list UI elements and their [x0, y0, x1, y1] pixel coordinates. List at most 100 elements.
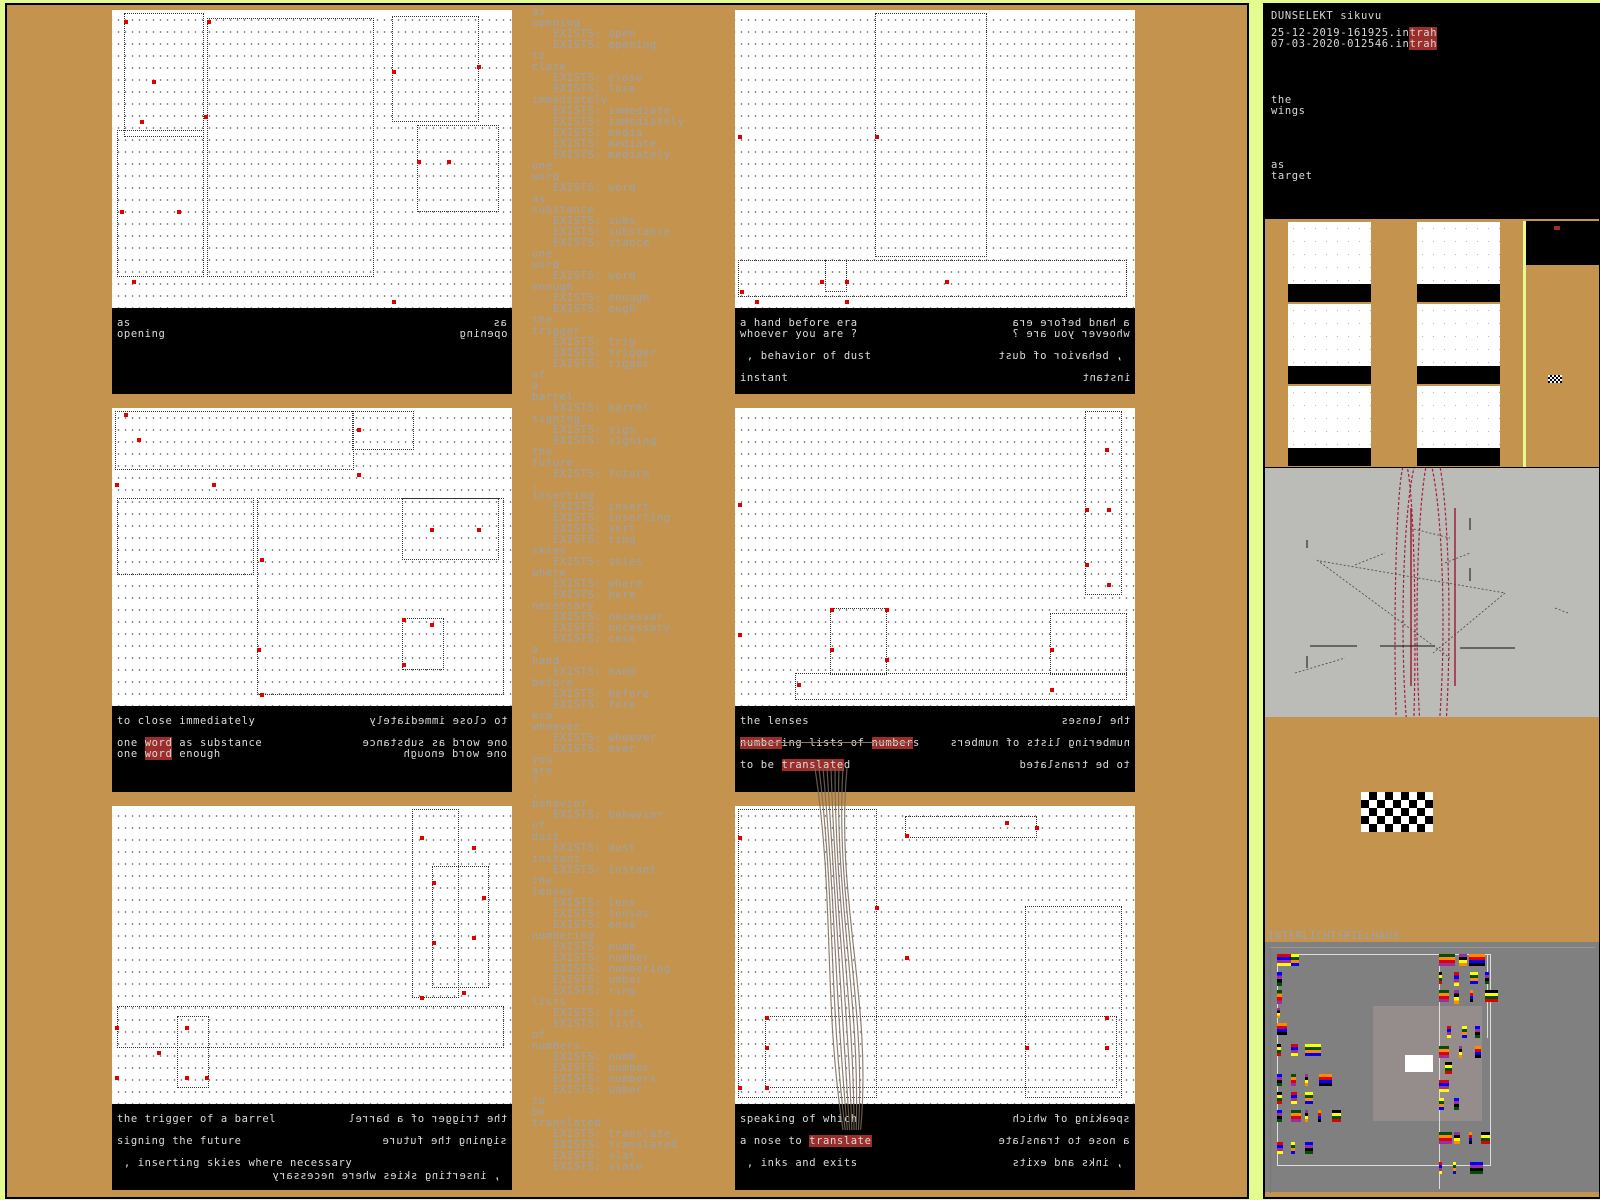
file-entry[interactable]: 07-03-2020-012546.intrah [1271, 38, 1438, 50]
color-stripe-block[interactable] [1462, 1026, 1467, 1038]
caption-text: to close immediately [368, 715, 507, 727]
color-stripe-block[interactable] [1291, 1142, 1295, 1154]
color-stripe-block[interactable] [1439, 972, 1442, 984]
color-stripe-block[interactable] [1277, 990, 1282, 1004]
checker-icon-small[interactable] [1548, 375, 1562, 383]
exists-row: EXISTS: slate [532, 1162, 685, 1173]
color-stripe-block[interactable] [1277, 1092, 1282, 1104]
color-stripe-block[interactable] [1305, 1044, 1321, 1056]
file-entry[interactable]: 25-12-2019-161925.intrah [1271, 27, 1438, 39]
color-stripe-block[interactable] [1277, 1074, 1282, 1086]
color-stripe-block[interactable] [1439, 1162, 1442, 1174]
word-entry: as [532, 193, 546, 205]
exists-row: EXISTS: sert [532, 524, 685, 535]
color-stripe-block[interactable] [1469, 1132, 1472, 1144]
color-stripe-block[interactable] [1454, 972, 1459, 986]
color-stripe-block[interactable] [1459, 954, 1467, 966]
color-stripe-block[interactable] [1305, 1074, 1308, 1086]
marker-dot [260, 693, 264, 697]
panel-thumbnail[interactable] [1417, 386, 1500, 466]
exists-row: EXISTS: enough [532, 293, 685, 304]
color-stripe-block[interactable] [1277, 954, 1291, 966]
word-entry: necessary [532, 600, 595, 612]
color-stripe-block[interactable] [1439, 1132, 1452, 1144]
color-stripe-block[interactable] [1305, 1110, 1308, 1122]
exists-subword: lenses [608, 908, 650, 920]
dot-grid-canvas[interactable] [735, 806, 1135, 1104]
color-stripe-block[interactable] [1305, 1092, 1313, 1104]
marker-dot [482, 896, 486, 900]
dot-grid-canvas[interactable] [735, 408, 1135, 706]
dot-grid-canvas[interactable] [112, 806, 512, 1104]
panel-thumbnail[interactable] [1288, 222, 1371, 302]
color-stripe-block[interactable] [1277, 1142, 1283, 1154]
exists-row: EXISTS: future [532, 469, 685, 480]
word-entry: instant [532, 853, 581, 865]
checker-icon-large[interactable] [1361, 792, 1433, 832]
exists-label: EXISTS: [553, 116, 609, 128]
exists-subword: future [608, 468, 650, 480]
color-stripe-block[interactable] [1277, 972, 1282, 986]
panel-thumbnail[interactable] [1288, 386, 1371, 466]
color-stripe-block[interactable] [1277, 1044, 1281, 1056]
marker-dot [257, 648, 261, 652]
exists-subword: ring [608, 985, 637, 997]
marker-dot [885, 658, 889, 662]
color-stripe-block[interactable] [1447, 1026, 1451, 1038]
color-stripe-block[interactable] [1291, 1044, 1298, 1056]
color-stripe-block[interactable] [1454, 1098, 1459, 1110]
color-stripe-block[interactable] [1475, 1046, 1481, 1058]
color-stripe-block[interactable] [1453, 1162, 1456, 1174]
color-stripe-block[interactable] [1277, 1008, 1280, 1018]
exists-label: EXISTS: [553, 1084, 609, 1096]
exists-row: EXISTS: signing [532, 436, 685, 447]
exists-subword: here [608, 589, 637, 601]
color-stripe-block[interactable] [1485, 990, 1498, 1002]
marker-dot [738, 836, 742, 840]
color-stripe-block[interactable] [1454, 990, 1459, 1004]
caption-text: signing the future [117, 1135, 242, 1147]
color-stripe-block[interactable] [1454, 1132, 1460, 1144]
color-stripe-block[interactable] [1439, 1080, 1449, 1092]
exists-row: EXISTS: behavior [532, 810, 685, 821]
dot-grid-canvas[interactable] [735, 10, 1135, 308]
color-stripe-block[interactable] [1277, 1110, 1282, 1122]
color-stripe-block[interactable] [1318, 1110, 1321, 1122]
color-stripe-block[interactable] [1485, 972, 1489, 984]
grid-frame [207, 18, 374, 277]
exists-row: EXISTS: ever [532, 744, 685, 755]
panel-thumbnail[interactable] [1417, 222, 1500, 302]
color-stripe-block[interactable] [1439, 990, 1449, 1002]
exists-row: EXISTS: barrel [532, 403, 685, 414]
color-stripe-block[interactable] [1470, 972, 1478, 984]
color-stripe-block[interactable] [1470, 990, 1473, 1002]
color-stripe-block[interactable] [1332, 1110, 1341, 1122]
color-stripe-block[interactable] [1470, 1162, 1483, 1174]
color-stripe-block[interactable] [1439, 1098, 1444, 1110]
exists-label: EXISTS: [553, 424, 609, 436]
exists-subword: translate [608, 1128, 671, 1140]
color-stripe-block[interactable] [1319, 1074, 1332, 1086]
color-stripe-block[interactable] [1291, 1074, 1296, 1086]
color-stripe-block[interactable] [1305, 1142, 1313, 1154]
color-stripe-block[interactable] [1469, 954, 1485, 966]
color-stripe-block[interactable] [1439, 954, 1455, 966]
color-stripe-block[interactable] [1459, 1046, 1462, 1058]
color-stripe-block[interactable] [1291, 1092, 1297, 1104]
color-stripe-block[interactable] [1291, 1110, 1301, 1122]
color-stripe-block[interactable] [1475, 1026, 1480, 1038]
marker-dot [357, 473, 361, 477]
color-stripe-block[interactable] [1291, 954, 1299, 966]
color-stripe-block[interactable] [1439, 1046, 1449, 1058]
panel-thumbnail[interactable] [1417, 304, 1500, 384]
dot-grid-canvas[interactable] [112, 10, 512, 308]
exists-label: EXISTS: [553, 897, 609, 909]
color-stripe-block[interactable] [1277, 1023, 1287, 1035]
color-stripe-block[interactable] [1481, 1132, 1490, 1144]
dot-grid-canvas[interactable] [112, 408, 512, 706]
grid-frame [417, 125, 499, 212]
marker-dot [420, 996, 424, 1000]
color-stripe-block[interactable] [1445, 1062, 1452, 1074]
panel-thumbnail[interactable] [1288, 304, 1371, 384]
mini-preview[interactable] [1526, 221, 1599, 265]
